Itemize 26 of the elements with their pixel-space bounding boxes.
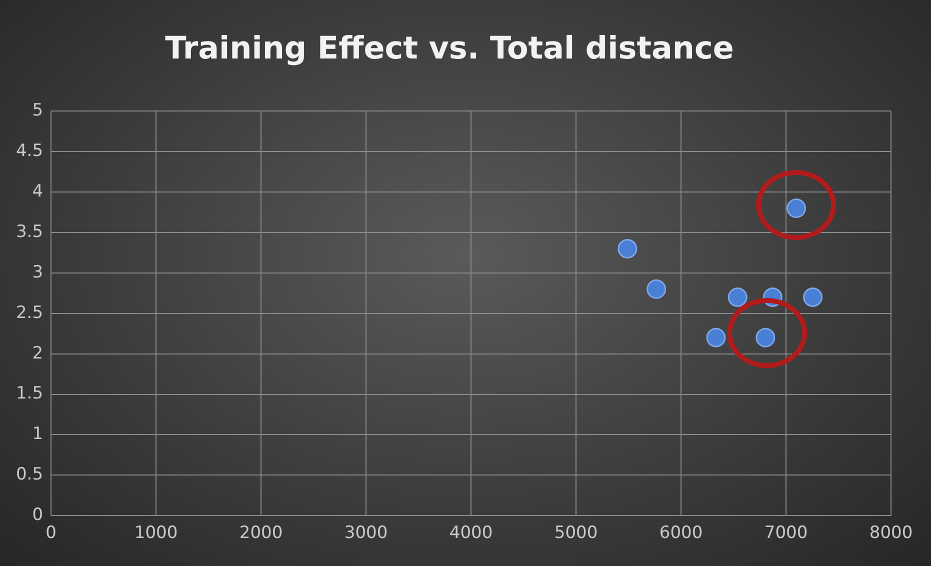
point: [728, 287, 748, 307]
point: [618, 238, 638, 258]
point: [803, 287, 823, 307]
y-tick-label: 4.5: [16, 141, 44, 162]
y-tick-label: 0: [32, 505, 44, 526]
x-tick-label: 7000: [764, 523, 808, 544]
y-tick-label: 1: [32, 424, 44, 444]
point: [646, 279, 666, 299]
y-tick-label: 3: [32, 262, 44, 282]
y-tick-label: 0.5: [16, 464, 44, 485]
chart-title: Training Effect vs. Total distance: [165, 30, 734, 67]
y-tick-label: 5: [32, 100, 44, 121]
x-tick-label: 4000: [449, 523, 493, 544]
y-tick-label: 3.5: [16, 222, 44, 242]
y-tick-label: 2.5: [16, 302, 44, 323]
point: [706, 328, 726, 348]
y-tick-label: 2: [32, 343, 44, 364]
x-tick-label: 0: [46, 523, 56, 544]
x-tick-label: 6000: [659, 523, 703, 544]
x-tick-label: 2000: [239, 523, 283, 544]
y-tick-label: 1.5: [16, 384, 44, 404]
y-tick-label: 4: [32, 182, 44, 202]
x-tick-label: 1000: [134, 523, 178, 544]
x-tick-label: 3000: [344, 523, 388, 544]
x-tick-label: 8000: [869, 523, 913, 544]
x-tick-label: 5000: [554, 523, 598, 544]
